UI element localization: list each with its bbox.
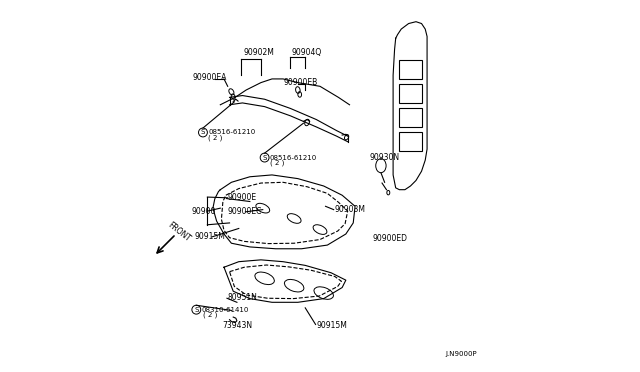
Text: 90900E: 90900E <box>228 193 257 202</box>
Bar <box>399 61 422 79</box>
Text: 90900EA: 90900EA <box>193 73 227 82</box>
Text: 90930N: 90930N <box>370 153 400 162</box>
Text: 73943N: 73943N <box>223 321 253 330</box>
Text: 90900EC: 90900EC <box>228 206 262 216</box>
Text: 90915M: 90915M <box>195 232 225 241</box>
Text: ( 2 ): ( 2 ) <box>203 312 217 318</box>
Text: S: S <box>262 155 267 161</box>
Text: ( 2 ): ( 2 ) <box>209 134 223 141</box>
Text: 90915M: 90915M <box>316 321 347 330</box>
Text: 08516-61210: 08516-61210 <box>270 155 317 161</box>
Text: 90900: 90900 <box>191 206 216 216</box>
Text: 90900EB: 90900EB <box>283 78 317 87</box>
Text: 90900ED: 90900ED <box>372 234 408 243</box>
Text: FRONT: FRONT <box>166 221 192 244</box>
Text: 08310-61410: 08310-61410 <box>202 307 249 313</box>
Text: S: S <box>201 129 205 135</box>
Text: 90903M: 90903M <box>335 205 366 214</box>
Text: 90902M: 90902M <box>243 48 274 57</box>
Text: 08516-61210: 08516-61210 <box>208 129 255 135</box>
Bar <box>399 84 422 103</box>
Text: ( 2 ): ( 2 ) <box>270 160 285 166</box>
Bar <box>399 109 422 127</box>
Bar <box>399 132 422 151</box>
Text: S: S <box>194 307 198 313</box>
Text: 90904Q: 90904Q <box>291 48 321 57</box>
Text: J.N9000P: J.N9000P <box>445 351 477 357</box>
Text: 80951N: 80951N <box>228 293 257 302</box>
